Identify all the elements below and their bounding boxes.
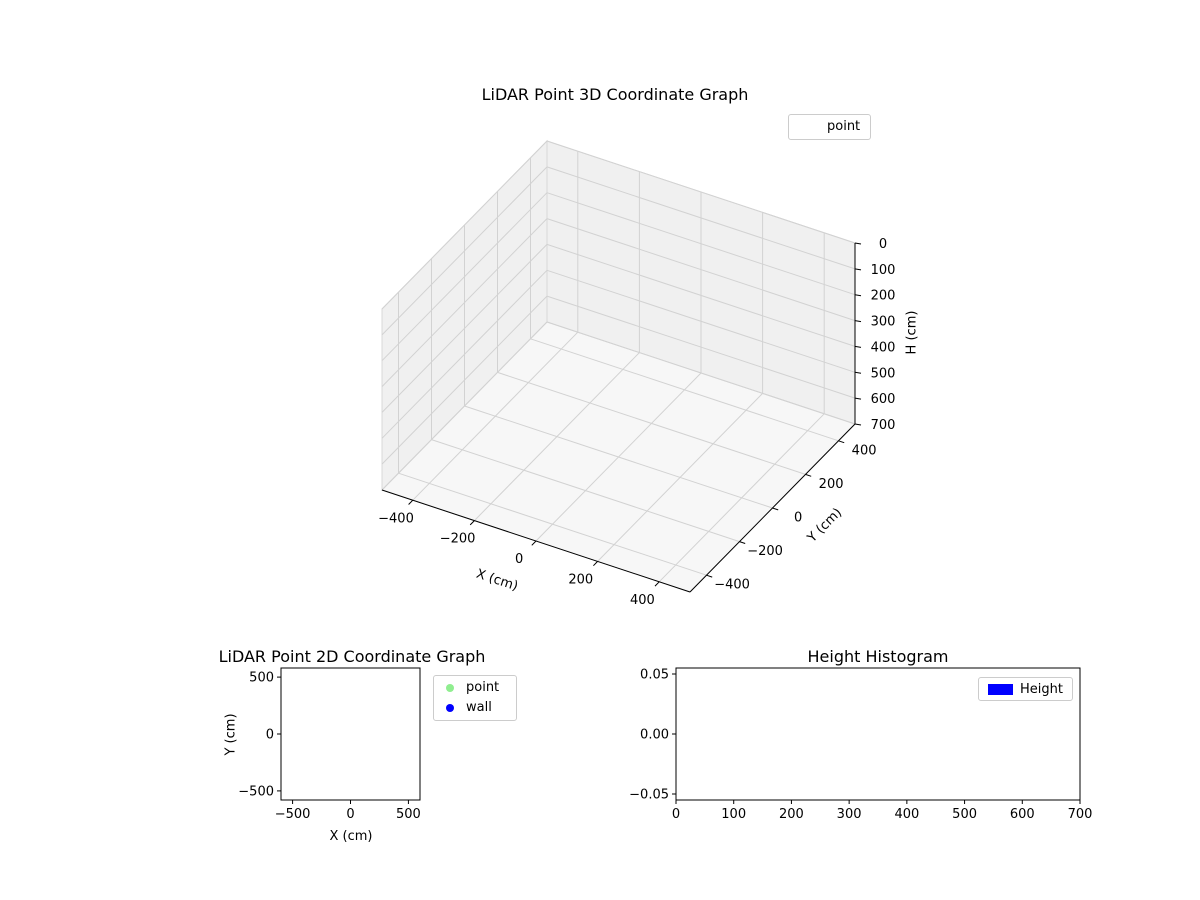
x-tick-label: 0 <box>346 807 354 822</box>
z-tick <box>854 294 862 297</box>
grid-floor-y <box>530 338 839 442</box>
grid-wall-z-right <box>546 243 856 347</box>
x-tick <box>593 561 598 567</box>
y-tick-label: 0.00 <box>640 728 669 743</box>
z-tick-label: 200 <box>871 289 896 304</box>
y-tick-label: −0.05 <box>629 788 669 803</box>
z-tick-label: 500 <box>871 366 896 381</box>
plot2d-ylabel: Y (cm) <box>223 713 239 756</box>
x-tick <box>469 520 475 526</box>
x-tick-label: 600 <box>1010 807 1035 822</box>
z-tick <box>854 320 862 323</box>
grid-wall-z-left <box>381 166 548 336</box>
x-tick-label: 200 <box>568 573 593 588</box>
z-tick <box>854 268 862 271</box>
plot3d-title: LiDAR Point 3D Coordinate Graph <box>481 85 749 104</box>
legend-label-point: point <box>827 119 861 134</box>
legend-label-height: Height <box>1020 681 1063 697</box>
x-tick-label: 100 <box>721 807 746 822</box>
y-tick-label: 0.05 <box>640 668 669 683</box>
y-tick-label: −200 <box>747 544 783 559</box>
plot2d-legend: point wall <box>433 675 517 721</box>
x-tick-label: 400 <box>894 807 919 822</box>
x-tick-label: −400 <box>378 511 414 526</box>
grid-wall-z-right <box>546 140 856 244</box>
z-tick <box>854 423 862 426</box>
grid-wall-z-right <box>546 295 856 399</box>
y-tick-label: 0 <box>266 728 274 743</box>
x-tick-label: 700 <box>1068 807 1093 822</box>
z-tick-label: 600 <box>871 392 896 407</box>
x-tick-label: −500 <box>275 807 311 822</box>
grid-wall-z-right <box>546 192 856 296</box>
plot2d-title: LiDAR Point 2D Coordinate Graph <box>218 647 486 666</box>
grid-wall-z-left <box>381 269 548 439</box>
x-tick-label: 500 <box>952 807 977 822</box>
y-tick-label: 500 <box>249 671 274 686</box>
grid-wall-z-left <box>381 192 548 362</box>
x-tick-label: −200 <box>440 532 476 547</box>
wall-marker-icon <box>446 704 454 712</box>
x-tick <box>654 581 660 587</box>
grid-wall-z-right <box>546 321 856 425</box>
hist-legend: Height <box>978 677 1073 701</box>
grid-wall-z-left <box>381 295 548 465</box>
axes-frame <box>280 667 421 801</box>
x-tick-label: 500 <box>396 807 421 822</box>
y-tick <box>838 440 845 444</box>
grid-wall-z-right <box>546 166 856 270</box>
legend-label-wall: wall <box>466 700 492 715</box>
plot3d-legend: point <box>788 114 871 140</box>
y-tick-label: 400 <box>852 443 877 458</box>
z-tick <box>854 371 862 374</box>
grid-floor-y <box>497 371 806 475</box>
grid-wall-z-left <box>381 244 548 413</box>
z-tick-label: 700 <box>871 418 896 433</box>
y-tick <box>739 541 746 544</box>
height-patch-icon <box>988 683 1013 695</box>
plot3d-axes: −400 −200 0 200 400 −400 −200 0 200 400 0 100 200 300… <box>378 139 896 608</box>
y-tick-label: −500 <box>238 784 274 799</box>
hist-title: Height Histogram <box>807 647 949 666</box>
z-tick-label: 400 <box>871 340 896 355</box>
grid-wall-z-left <box>381 218 548 387</box>
z-tick <box>854 397 862 400</box>
y-tick-label: −400 <box>714 578 750 593</box>
x-tick-label: 200 <box>779 807 804 822</box>
z-tick-label: 300 <box>871 315 896 330</box>
plot2d-xlabel: X (cm) <box>329 829 373 844</box>
y-tick <box>772 507 779 511</box>
plot2d-axes: −500 0 500 −500 0 500 <box>238 667 421 822</box>
y-tick <box>805 473 812 477</box>
z-tick-label: 0 <box>879 237 887 252</box>
z-tick-label: 100 <box>871 263 896 278</box>
x-tick <box>408 499 414 505</box>
y-tick-label: 0 <box>794 511 802 526</box>
x-tick-label: 400 <box>630 593 655 608</box>
grid-wall-z-left <box>381 140 548 310</box>
z-tick <box>854 345 862 348</box>
y-tick <box>706 574 713 578</box>
grid-floor-y <box>464 405 773 509</box>
y-tick-label: 200 <box>819 477 844 492</box>
grid-floor-y <box>398 472 707 576</box>
legend-entry-wall: wall <box>442 700 508 716</box>
grid-wall-z-left <box>381 321 548 491</box>
legend-label-point: point <box>466 680 500 695</box>
legend-entry-point: point <box>442 680 508 696</box>
x-tick-label: 300 <box>837 807 862 822</box>
point-marker-blank <box>797 122 819 132</box>
plot3d-zlabel: H (cm) <box>904 310 920 355</box>
x-tick-label: 0 <box>515 552 523 567</box>
grid-floor-y <box>431 439 740 543</box>
point-marker-icon <box>446 684 454 692</box>
grid-wall-z-right <box>546 269 856 373</box>
grid-wall-z-right <box>546 218 856 322</box>
legend-entry-point: point <box>797 119 862 135</box>
x-tick <box>531 540 537 546</box>
z-tick <box>854 242 862 245</box>
x-tick-label: 0 <box>672 807 680 822</box>
